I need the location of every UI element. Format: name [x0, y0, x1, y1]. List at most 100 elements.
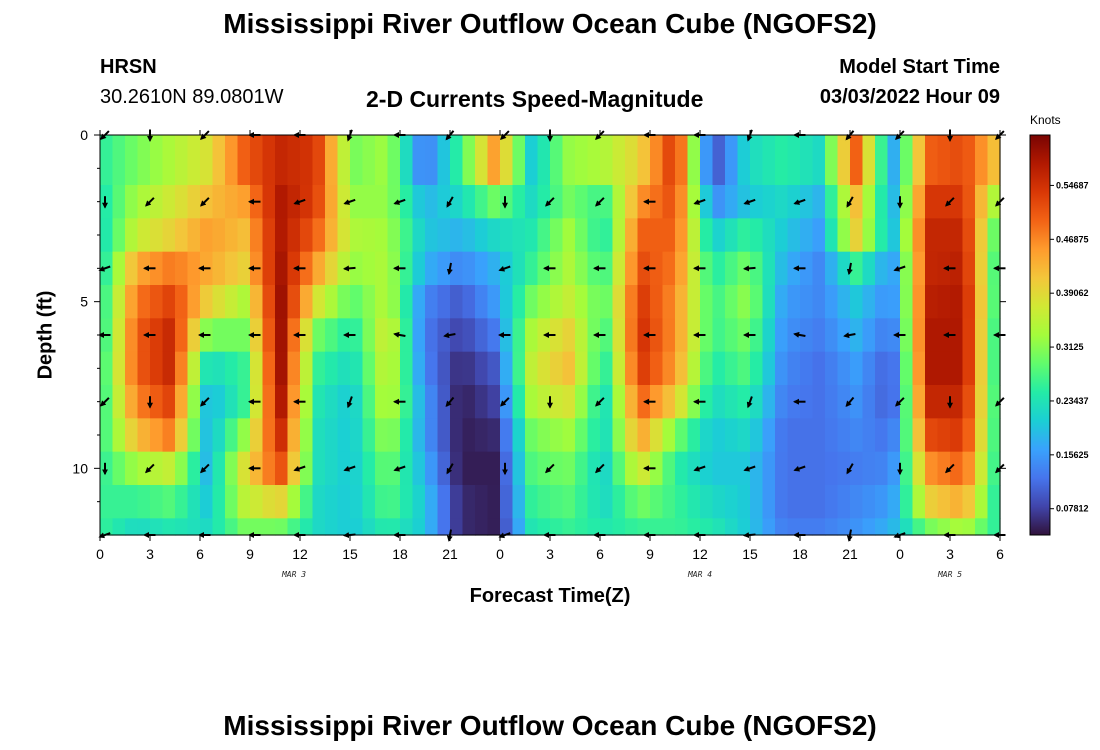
heatmap-cell [537, 285, 551, 319]
heatmap-cell [187, 218, 201, 253]
heatmap-cell [337, 485, 351, 519]
current-arrow [293, 465, 306, 472]
heatmap-cell [825, 251, 839, 286]
heatmap-cell [950, 185, 964, 219]
heatmap-cell [837, 135, 851, 186]
heatmap-cell [787, 351, 801, 386]
heatmap-cell [212, 351, 226, 386]
heatmap-cell [250, 485, 264, 519]
heatmap-cell [375, 385, 389, 419]
heatmap-cell [875, 451, 889, 486]
heatmap-cell [125, 185, 139, 219]
heatmap-cell [175, 518, 189, 536]
heatmap-cell [275, 385, 289, 419]
heatmap-cell [975, 451, 989, 486]
heatmap-cell [337, 285, 351, 319]
heatmap-cell [600, 185, 614, 219]
current-arrow [446, 463, 454, 475]
heatmap-cell [450, 451, 464, 486]
heatmap-cell [200, 451, 214, 486]
heatmap-cell [362, 218, 376, 253]
x-tick-label: 15 [342, 546, 358, 562]
heatmap-cell [837, 518, 851, 536]
current-arrow [595, 463, 605, 474]
heatmap-cell [762, 518, 776, 536]
heatmap-cell [950, 351, 964, 386]
heatmap-cell [637, 485, 651, 519]
heatmap-cell [112, 318, 126, 353]
heatmap-cell [525, 251, 539, 286]
current-arrow [846, 196, 854, 208]
heatmap-cell [975, 385, 989, 419]
heatmap-cell [725, 518, 739, 536]
heatmap-cell [437, 385, 451, 419]
heatmap-cell [700, 351, 714, 386]
heatmap-cell [775, 485, 789, 519]
heatmap-cell [812, 518, 826, 536]
heatmap-cell [387, 518, 401, 536]
heatmap-cell [487, 385, 501, 419]
heatmap-cell [975, 518, 989, 536]
current-arrow [446, 262, 453, 276]
heatmap-cell [262, 285, 276, 319]
heatmap-cell [400, 385, 414, 419]
heatmap-cell [212, 285, 226, 319]
heatmap-cell [162, 451, 176, 486]
heatmap-cell [375, 285, 389, 319]
current-arrow [945, 463, 955, 474]
heatmap-cell [750, 185, 764, 219]
heatmap-cell [812, 451, 826, 486]
heatmap-cell [262, 485, 276, 519]
heatmap-cell [350, 185, 364, 219]
heatmap-cell [700, 185, 714, 219]
heatmap-cell [237, 251, 251, 286]
heatmap-cell [187, 518, 201, 536]
heatmap-cell [412, 518, 426, 536]
heatmap-cell [712, 285, 726, 319]
heatmap-cell [825, 385, 839, 419]
heatmap-cell [625, 518, 639, 536]
heatmap-cell [437, 351, 451, 386]
heatmap-cell [475, 518, 489, 536]
heatmap-cell [525, 185, 539, 219]
heatmap-cell [325, 451, 339, 486]
heatmap-cell [912, 135, 926, 186]
heatmap-cell [612, 351, 626, 386]
heatmap-cell [725, 318, 739, 353]
heatmap-cell [325, 418, 339, 453]
heatmap-cell [312, 418, 326, 453]
heatmap-cell [950, 418, 964, 453]
heatmap-cell [250, 218, 264, 253]
y-tick-label: 5 [80, 294, 88, 310]
heatmap-cell [412, 251, 426, 286]
heatmap-cell [662, 218, 676, 253]
heatmap-cell [600, 251, 614, 286]
heatmap-cell [312, 485, 326, 519]
heatmap-cell [875, 218, 889, 253]
heatmap-cell [512, 251, 526, 286]
heatmap-cell [437, 251, 451, 286]
heatmap-cell [575, 218, 589, 253]
heatmap-cell [612, 451, 626, 486]
heatmap-cell [112, 418, 126, 453]
heatmap-cell [750, 351, 764, 386]
heatmap-cell [262, 418, 276, 453]
heatmap-cell [250, 351, 264, 386]
heatmap-cell [275, 518, 289, 536]
heatmap-cell [175, 385, 189, 419]
heatmap-cell [287, 351, 301, 386]
heatmap-cell [650, 218, 664, 253]
heatmap-cell [425, 185, 439, 219]
heatmap-cell [712, 351, 726, 386]
heatmap-cell [675, 185, 689, 219]
heatmap-cell [300, 135, 314, 186]
heatmap-cell [300, 385, 314, 419]
heatmap-cell [712, 485, 726, 519]
heatmap-cell [300, 518, 314, 536]
heatmap-cell [300, 351, 314, 386]
current-arrow [446, 196, 454, 208]
heatmap-cell [700, 285, 714, 319]
heatmap-cell [225, 351, 239, 386]
heatmap-cell [312, 218, 326, 253]
